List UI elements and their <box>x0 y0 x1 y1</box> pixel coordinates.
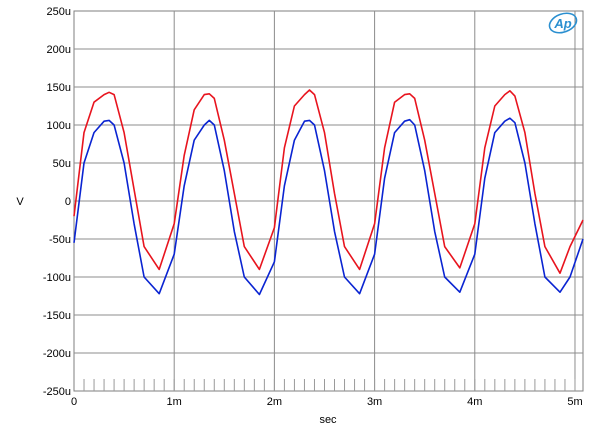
series-line-2 <box>73 117 584 296</box>
ap-logo: Ap <box>548 12 578 34</box>
y-tick-label-4: 50u <box>53 158 71 170</box>
y-tick-label-6: -50u <box>49 234 71 246</box>
y-tick-label-8: -150u <box>43 310 71 322</box>
minor-tick-marks <box>83 379 576 391</box>
x-tick-label-5: 5m <box>567 396 582 408</box>
x-tick-label-2: 2m <box>267 396 282 408</box>
ap-logo-text: Ap <box>553 16 571 31</box>
series-lines <box>73 89 584 296</box>
y-tick-label-3: 100u <box>47 120 71 132</box>
x-tick-labels: 0 1m 2m 3m 4m 5m <box>71 396 583 408</box>
y-tick-label-10: -250u <box>43 386 71 398</box>
grid-lines <box>74 11 583 391</box>
x-axis-label: sec <box>319 414 337 426</box>
series-line-1 <box>73 89 584 275</box>
x-tick-label-1: 1m <box>167 396 182 408</box>
y-tick-label-9: -200u <box>43 348 71 360</box>
y-tick-label-0: 250u <box>47 6 71 18</box>
y-tick-label-7: -100u <box>43 272 71 284</box>
x-tick-label-3: 3m <box>367 396 382 408</box>
x-tick-label-0: 0 <box>71 396 77 408</box>
y-tick-labels: 250u 200u 150u 100u 50u 0 -50u -100u -150u -200u -… <box>43 6 71 398</box>
y-axis-label: V <box>16 196 24 208</box>
y-tick-label-1: 200u <box>47 44 71 56</box>
y-tick-label-2: 150u <box>47 82 71 94</box>
x-tick-label-4: 4m <box>467 396 482 408</box>
ap-logo-swoosh <box>548 12 578 34</box>
y-tick-label-5: 0 <box>65 196 71 208</box>
